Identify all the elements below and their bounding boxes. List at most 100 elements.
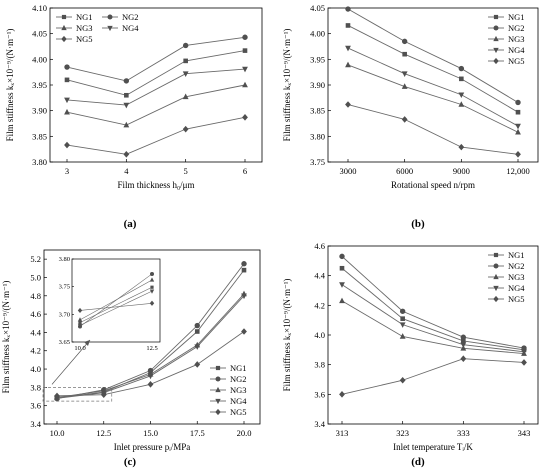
legend-marker xyxy=(493,35,499,42)
legend-entry: NG3 xyxy=(76,23,93,33)
inset-data-point xyxy=(77,317,83,322)
x-tick-label: 9000 xyxy=(453,166,470,176)
data-point-ng4 xyxy=(242,66,248,73)
y-tick-label: 4.2 xyxy=(314,300,325,310)
chart-panel-1: 3.80 3.85 3.90 3.95 4.00 4.05 4.10 3 4 5 6 Film thi… xyxy=(5,3,263,230)
legend-marker xyxy=(493,47,499,54)
y-tick-label: 3.8 xyxy=(30,382,41,392)
series-line-ng3 xyxy=(347,64,519,133)
legend-entry: NG2 xyxy=(508,23,525,33)
legend-marker xyxy=(493,252,499,258)
chart-panel-2: 3.75 3.80 3.85 3.90 3.95 4.00 4.05 3000 6000 9000… xyxy=(282,3,539,230)
data-point-ng4 xyxy=(345,45,351,52)
y-tick-label: 3.95 xyxy=(32,80,47,90)
zoom-arrow xyxy=(51,339,91,385)
x-tick-label: 323 xyxy=(396,428,409,438)
inset-series-line xyxy=(79,279,153,321)
data-point-ng5 xyxy=(401,116,408,123)
legend-entry: NG5 xyxy=(76,34,93,44)
series-line-ng4 xyxy=(341,284,525,353)
x-tick-label: 333 xyxy=(457,428,470,438)
data-point-ng4 xyxy=(460,342,467,348)
plot-frame xyxy=(43,249,261,425)
y-tick-label: 4.8 xyxy=(30,291,41,301)
inset-chart: 3.65 3.70 3.75 3.80 10.0 12.5 xyxy=(51,256,161,385)
legend-marker xyxy=(215,376,221,382)
data-point-ng4 xyxy=(64,97,70,104)
legend-marker xyxy=(107,14,113,20)
y-tick-label: 3.4 xyxy=(30,419,41,429)
legend-entry: NG1 xyxy=(230,363,247,373)
series-line-ng1 xyxy=(347,25,519,113)
x-tick-label: 313 xyxy=(336,428,349,438)
y-axis-label: Film stiffness kₓ×10⁻⁹/(N·m⁻¹) xyxy=(282,279,292,392)
data-point-ng3 xyxy=(515,128,521,135)
legend-entry: NG3 xyxy=(230,385,247,395)
inset-data-point xyxy=(149,277,155,282)
chart-panel-3: 3.4 3.6 3.8 4.0 4.2 4.4 4.6 4.8 5.0 5.2 10.0 12.5 15… xyxy=(1,249,261,468)
legend-marker xyxy=(61,24,67,31)
legend-entry: NG5 xyxy=(508,294,525,304)
data-point-ng5 xyxy=(458,143,465,151)
data-point-ng1 xyxy=(194,329,200,334)
y-tick-label: 4.0 xyxy=(314,330,325,340)
x-tick-label: 5 xyxy=(184,166,188,176)
y-tick-label: 3.75 xyxy=(310,157,325,167)
legend-entry: NG1 xyxy=(508,250,525,260)
panel-label: (c) xyxy=(124,456,137,468)
data-point-ng4 xyxy=(399,322,406,328)
zoom-arrow-head xyxy=(84,340,90,346)
y-tick-label: 3.90 xyxy=(310,80,325,90)
data-point-ng2 xyxy=(401,38,408,45)
data-point-ng4 xyxy=(515,123,521,130)
data-point-ng5 xyxy=(515,151,521,158)
data-point-ng1 xyxy=(124,92,129,98)
inset-data-point xyxy=(149,300,155,306)
legend-entry: NG5 xyxy=(230,407,247,417)
x-tick-label: 12,000 xyxy=(506,166,529,176)
legend-entry: NG2 xyxy=(122,12,139,22)
y-tick-label: 4.0 xyxy=(30,364,41,374)
series-line-ng1 xyxy=(66,50,246,96)
y-tick-label: 3.95 xyxy=(310,54,325,64)
legend-entry: NG3 xyxy=(508,272,525,282)
legend-entry: NG1 xyxy=(76,12,93,22)
legend-marker xyxy=(215,386,221,393)
y-tick-label: 4.05 xyxy=(32,29,47,39)
data-point-ng3 xyxy=(401,83,408,89)
data-point-ng2 xyxy=(64,64,70,70)
data-point-ng1 xyxy=(459,76,464,82)
data-point-ng5 xyxy=(399,376,406,384)
inset-data-point xyxy=(150,285,154,289)
y-tick-label: 4.2 xyxy=(30,346,41,356)
data-point-ng2 xyxy=(242,34,248,40)
legend-entry: NG4 xyxy=(508,283,525,293)
y-tick-label: 4.10 xyxy=(32,3,47,13)
legend-entry: NG5 xyxy=(508,56,525,66)
y-tick-label: 3.80 xyxy=(310,131,325,141)
data-point-ng5 xyxy=(54,392,60,400)
y-tick-label: 4.6 xyxy=(30,309,41,319)
legend-marker xyxy=(493,285,499,292)
chart-panel-4: 3.4 3.6 3.8 4.0 4.2 4.4 4.6 313 323 333 343 Inlet t… xyxy=(282,241,539,468)
legend-marker xyxy=(493,263,499,269)
series-line-ng4 xyxy=(66,68,246,106)
legend-marker xyxy=(107,25,113,32)
y-tick-label: 3.90 xyxy=(32,106,47,116)
panel-label: (b) xyxy=(411,218,425,230)
zoom-region-box xyxy=(42,387,113,402)
data-point-ng1 xyxy=(515,109,521,115)
y-tick-label: 5.2 xyxy=(30,254,41,264)
series-line-ng2 xyxy=(347,8,519,103)
data-point-ng2 xyxy=(521,345,527,351)
series-line-ng2 xyxy=(66,36,246,82)
y-axis-label: Film stiffness kₓ×10⁻⁹/(N·m⁻¹) xyxy=(5,29,15,142)
data-point-ng4 xyxy=(458,92,465,99)
y-tick-label: 4.4 xyxy=(30,327,41,337)
series-line-ng4 xyxy=(347,47,519,127)
data-point-ng1 xyxy=(400,316,405,321)
data-point-ng2 xyxy=(123,78,130,84)
data-point-ng4 xyxy=(401,71,408,78)
x-tick-label: 6000 xyxy=(396,166,413,176)
